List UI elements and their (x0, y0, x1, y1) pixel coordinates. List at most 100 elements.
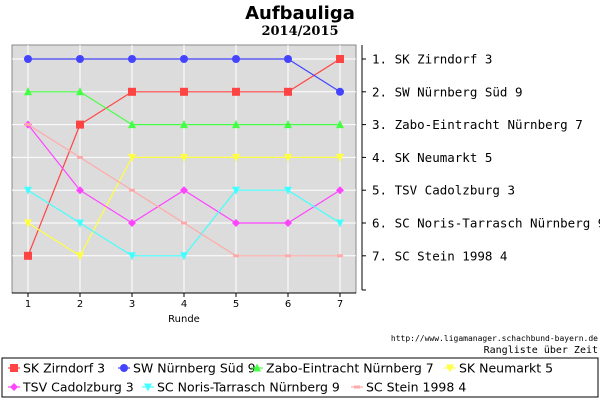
series-5-point (76, 186, 84, 195)
legend-item-4-label: SK Neumarkt 5 (459, 361, 553, 376)
series-6-point (284, 186, 292, 195)
legend-item-1: SK Zirndorf 3 (8, 361, 105, 376)
series-4-point (232, 153, 240, 162)
series-4-group (24, 153, 344, 261)
x-axis-ticks: 1 2 3 4 5 6 7 (25, 293, 343, 310)
series-2-point (76, 55, 84, 63)
legend-item-6-label: SC Noris-Tarrasch Nürnberg 9 (157, 380, 340, 395)
series-6-point (24, 186, 32, 195)
ranking-label: 3. Zabo-Eintracht Nürnberg 7 (372, 117, 583, 132)
ranking-label: 5. TSV Cadolzburg 3 (372, 183, 515, 198)
legend-item-5-label: TSV Cadolzburg 3 (22, 380, 134, 395)
series-2-point (284, 55, 292, 63)
series-5-point (232, 219, 240, 227)
x-tick-label: 5 (233, 299, 239, 310)
series-1-point (232, 87, 240, 96)
series-2-point (232, 55, 240, 63)
series-2-point (128, 55, 136, 63)
series-1-point (128, 87, 136, 96)
legend-item-7: SC Stein 1998 4 (351, 380, 466, 395)
series-lines (24, 55, 344, 261)
ranking-label: 1. SK Zirndorf 3 (372, 52, 492, 67)
series-4-point (336, 153, 344, 162)
ranking-label: 4. SK Neumarkt 5 (372, 150, 492, 165)
series-4-point (284, 153, 292, 162)
chart-subtitle: 2014/2015 (261, 24, 338, 39)
ranking-label: 2. SW Nürnberg Süd 9 (372, 84, 523, 99)
chart-title: Aufbauliga (245, 3, 355, 24)
series-3-point (24, 87, 32, 96)
series-3-point (76, 87, 84, 96)
series-5-point (284, 219, 292, 227)
series-7-point (77, 155, 83, 159)
series-6-point (76, 219, 84, 228)
legend-item-4: SK Neumarkt 5 (444, 361, 553, 376)
series-4-point (128, 153, 136, 162)
x-tick-label: 2 (77, 299, 83, 310)
series-1-group (24, 55, 344, 260)
series-7-point (25, 123, 31, 127)
series-2-point (24, 55, 32, 63)
legend-item-2-label: SW Nürnberg Süd 9 (133, 361, 256, 376)
series-1-point (336, 55, 344, 63)
legend-item-7-label: SC Stein 1998 4 (366, 380, 466, 395)
series-6-point (128, 252, 136, 261)
legend-item-7-point (354, 385, 360, 389)
legend-item-6-point (144, 383, 152, 392)
series-2-point (336, 87, 344, 96)
series-4-point (76, 252, 84, 261)
series-3-point (232, 120, 240, 129)
x-tick-label: 1 (25, 299, 31, 310)
series-6-group (24, 186, 344, 261)
legend-item-2-point (120, 364, 128, 372)
x-axis-label: Runde (168, 314, 200, 325)
legend-item-3-point (253, 363, 261, 372)
series-3-point (180, 120, 188, 129)
x-tick-label: 4 (181, 299, 187, 310)
credit-url: http://www.ligamanager.schachbund-bayern… (391, 334, 598, 343)
legend-item-3: Zabo-Eintracht Nürnberg 7 (251, 361, 434, 376)
series-1-point (76, 120, 84, 129)
legend-item-5-point (10, 383, 18, 391)
series-5-point (336, 186, 344, 195)
series-7-point (233, 254, 239, 258)
series-7-point (129, 188, 135, 192)
x-tick-label: 7 (337, 299, 343, 310)
series-3-point (284, 120, 292, 129)
series-7-group (25, 123, 343, 258)
legend-item-3-label: Zabo-Eintracht Nürnberg 7 (266, 361, 434, 376)
series-5-group (24, 120, 344, 227)
series-7-point (285, 254, 291, 258)
series-7-point (181, 221, 187, 225)
series-6-point (232, 186, 240, 195)
credit-caption: Rangliste über Zeit (484, 345, 598, 356)
final-ranking: 1. SK Zirndorf 3 2. SW Nürnberg Süd 9 3. Z… (372, 52, 600, 264)
x-tick-label: 3 (129, 299, 135, 310)
legend-item-1-label: SK Zirndorf 3 (23, 361, 105, 376)
series-1-point (284, 87, 292, 96)
legend: SK Zirndorf 3 SW Nürnberg Süd 9 Zabo-Eintr… (8, 361, 553, 395)
series-3-point (336, 120, 344, 129)
series-2-point (180, 55, 188, 63)
series-5-point (128, 219, 136, 227)
x-tick-label: 6 (285, 299, 291, 310)
series-1-point (180, 87, 188, 96)
legend-item-5: TSV Cadolzburg 3 (8, 380, 134, 395)
series-3-point (128, 120, 136, 129)
legend-item-2: SW Nürnberg Süd 9 (118, 361, 256, 376)
legend-item-1-point (10, 364, 18, 372)
series-6-point (180, 252, 188, 261)
legend-item-6: SC Noris-Tarrasch Nürnberg 9 (142, 380, 340, 395)
legend-box (1, 357, 599, 398)
series-2-group (24, 55, 344, 96)
series-5-point (180, 186, 188, 195)
series-4-point (180, 153, 188, 162)
ranking-label: 7. SC Stein 1998 4 (372, 248, 507, 263)
legend-item-4-point (446, 364, 454, 373)
series-7-point (337, 254, 343, 258)
series-3-group (24, 87, 344, 129)
series-1-point (24, 251, 32, 260)
ranking-label: 6. SC Noris-Tarrasch Nürnberg 9 (372, 216, 600, 231)
series-4-point (24, 219, 32, 228)
